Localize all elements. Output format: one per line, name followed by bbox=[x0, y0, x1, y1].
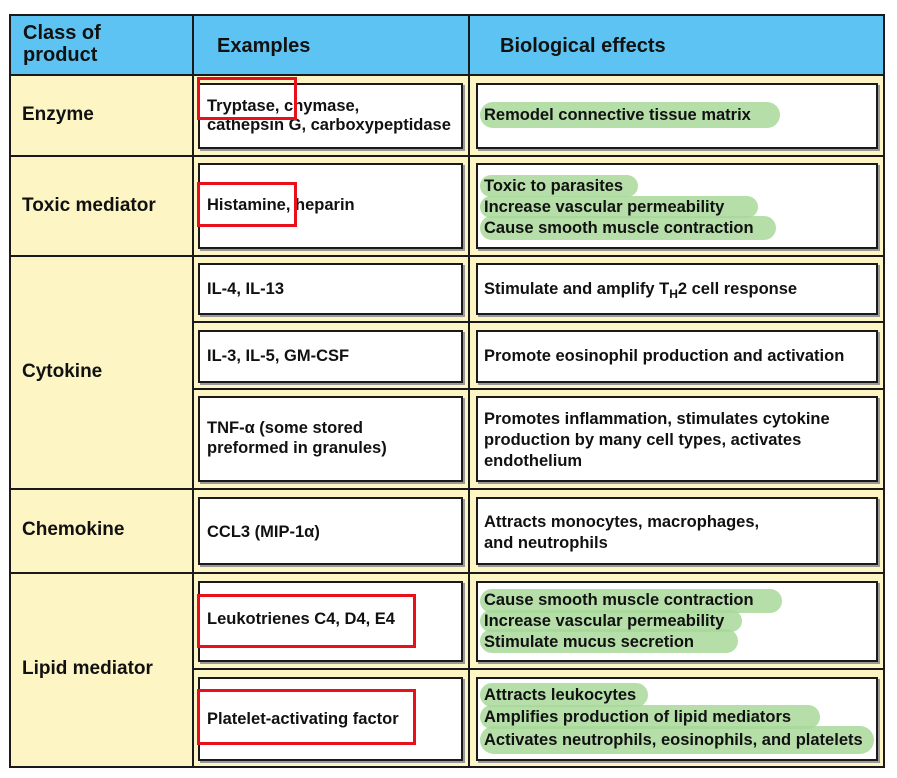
examples-cell-chemokine bbox=[198, 497, 463, 565]
class-chemokine: Chemokine bbox=[22, 519, 125, 540]
effects-text: Promote eosinophil production and activa… bbox=[484, 347, 845, 365]
examples-cell-toxic-mediator bbox=[198, 163, 463, 249]
effects-text: Promotes inflammation, stimulates cytoki… bbox=[484, 410, 830, 428]
row-divider bbox=[9, 155, 885, 157]
effects-cell-cytokine-3 bbox=[476, 396, 878, 482]
effects-text: Increase vascular permeability bbox=[484, 198, 725, 216]
green-highlight bbox=[480, 610, 742, 632]
effects-text: Attracts leukocytes bbox=[484, 686, 637, 704]
subrow-divider bbox=[192, 388, 885, 390]
green-highlight bbox=[480, 589, 782, 613]
row-divider bbox=[9, 572, 885, 574]
green-highlight bbox=[480, 175, 638, 197]
examples-cell-enzyme bbox=[198, 83, 463, 149]
green-highlight bbox=[480, 629, 738, 653]
effects-cell-chemokine bbox=[476, 497, 878, 565]
table-header: Class of product Examples Biological eff… bbox=[9, 14, 885, 76]
effects-text: Activates neutrophils, eosinophils, and … bbox=[484, 731, 863, 749]
subrow-divider bbox=[192, 321, 885, 323]
column-divider-1 bbox=[192, 14, 194, 768]
green-highlight bbox=[480, 726, 874, 754]
effects-text: Remodel connective tissue matrix bbox=[484, 106, 751, 124]
green-highlight bbox=[480, 196, 758, 218]
examples-cell-cytokine-2 bbox=[198, 330, 463, 383]
effects-text: Cause smooth muscle contraction bbox=[484, 219, 754, 237]
header-class-of-product: Class of product bbox=[23, 22, 101, 66]
green-highlight bbox=[480, 683, 648, 707]
class-toxic-mediator: Toxic mediator bbox=[22, 195, 156, 216]
row-divider bbox=[9, 255, 885, 257]
effects-text: production by many cell types, activates bbox=[484, 431, 802, 449]
red-annotation-box bbox=[197, 689, 416, 745]
effects-text: Cause smooth muscle contraction bbox=[484, 591, 754, 609]
effects-text: Stimulate and amplify TH2 cell response bbox=[484, 280, 798, 301]
examples-text: Tryptase, chymase, bbox=[207, 97, 360, 115]
class-lipid-mediator: Lipid mediator bbox=[22, 658, 153, 679]
class-enzyme: Enzyme bbox=[22, 104, 94, 125]
examples-text: Leukotrienes C4, D4, E4 bbox=[207, 610, 395, 628]
green-highlight bbox=[480, 705, 820, 729]
examples-text: IL-3, IL-5, GM-CSF bbox=[207, 347, 350, 365]
header-examples: Examples bbox=[217, 35, 311, 57]
examples-text: Platelet-activating factor bbox=[207, 710, 399, 728]
subrow-divider bbox=[192, 668, 885, 670]
green-highlight bbox=[480, 216, 776, 240]
header-biological-effects: Biological effects bbox=[500, 35, 666, 57]
effects-cell-cytokine-2 bbox=[476, 330, 878, 383]
effects-text: Increase vascular permeability bbox=[484, 612, 725, 630]
red-annotation-box bbox=[197, 594, 416, 648]
green-highlight bbox=[480, 102, 780, 128]
examples-text: cathepsin G, carboxypeptidase bbox=[207, 116, 451, 134]
effects-text: and neutrophils bbox=[484, 534, 608, 552]
effects-text: Toxic to parasites bbox=[484, 177, 624, 195]
effects-text: Stimulate mucus secretion bbox=[484, 633, 694, 651]
examples-text: CCL3 (MIP-1α) bbox=[207, 523, 320, 541]
class-cytokine: Cytokine bbox=[22, 361, 103, 382]
red-annotation-box bbox=[197, 182, 297, 227]
examples-text: TNF-α (some stored bbox=[207, 419, 363, 437]
examples-text: IL-4, IL-13 bbox=[207, 280, 285, 298]
examples-text: Histamine, heparin bbox=[207, 196, 355, 214]
column-divider-2 bbox=[468, 14, 470, 768]
row-divider bbox=[9, 488, 885, 490]
examples-cell-cytokine-1 bbox=[198, 263, 463, 315]
red-annotation-box bbox=[197, 77, 297, 120]
effects-text: Attracts monocytes, macrophages, bbox=[484, 513, 760, 531]
examples-text: preformed in granules) bbox=[207, 439, 387, 457]
examples-cell-cytokine-3 bbox=[198, 396, 463, 482]
effects-cell-cytokine-1 bbox=[476, 263, 878, 315]
effects-text: endothelium bbox=[484, 452, 583, 470]
effects-text: Amplifies production of lipid mediators bbox=[484, 708, 792, 726]
